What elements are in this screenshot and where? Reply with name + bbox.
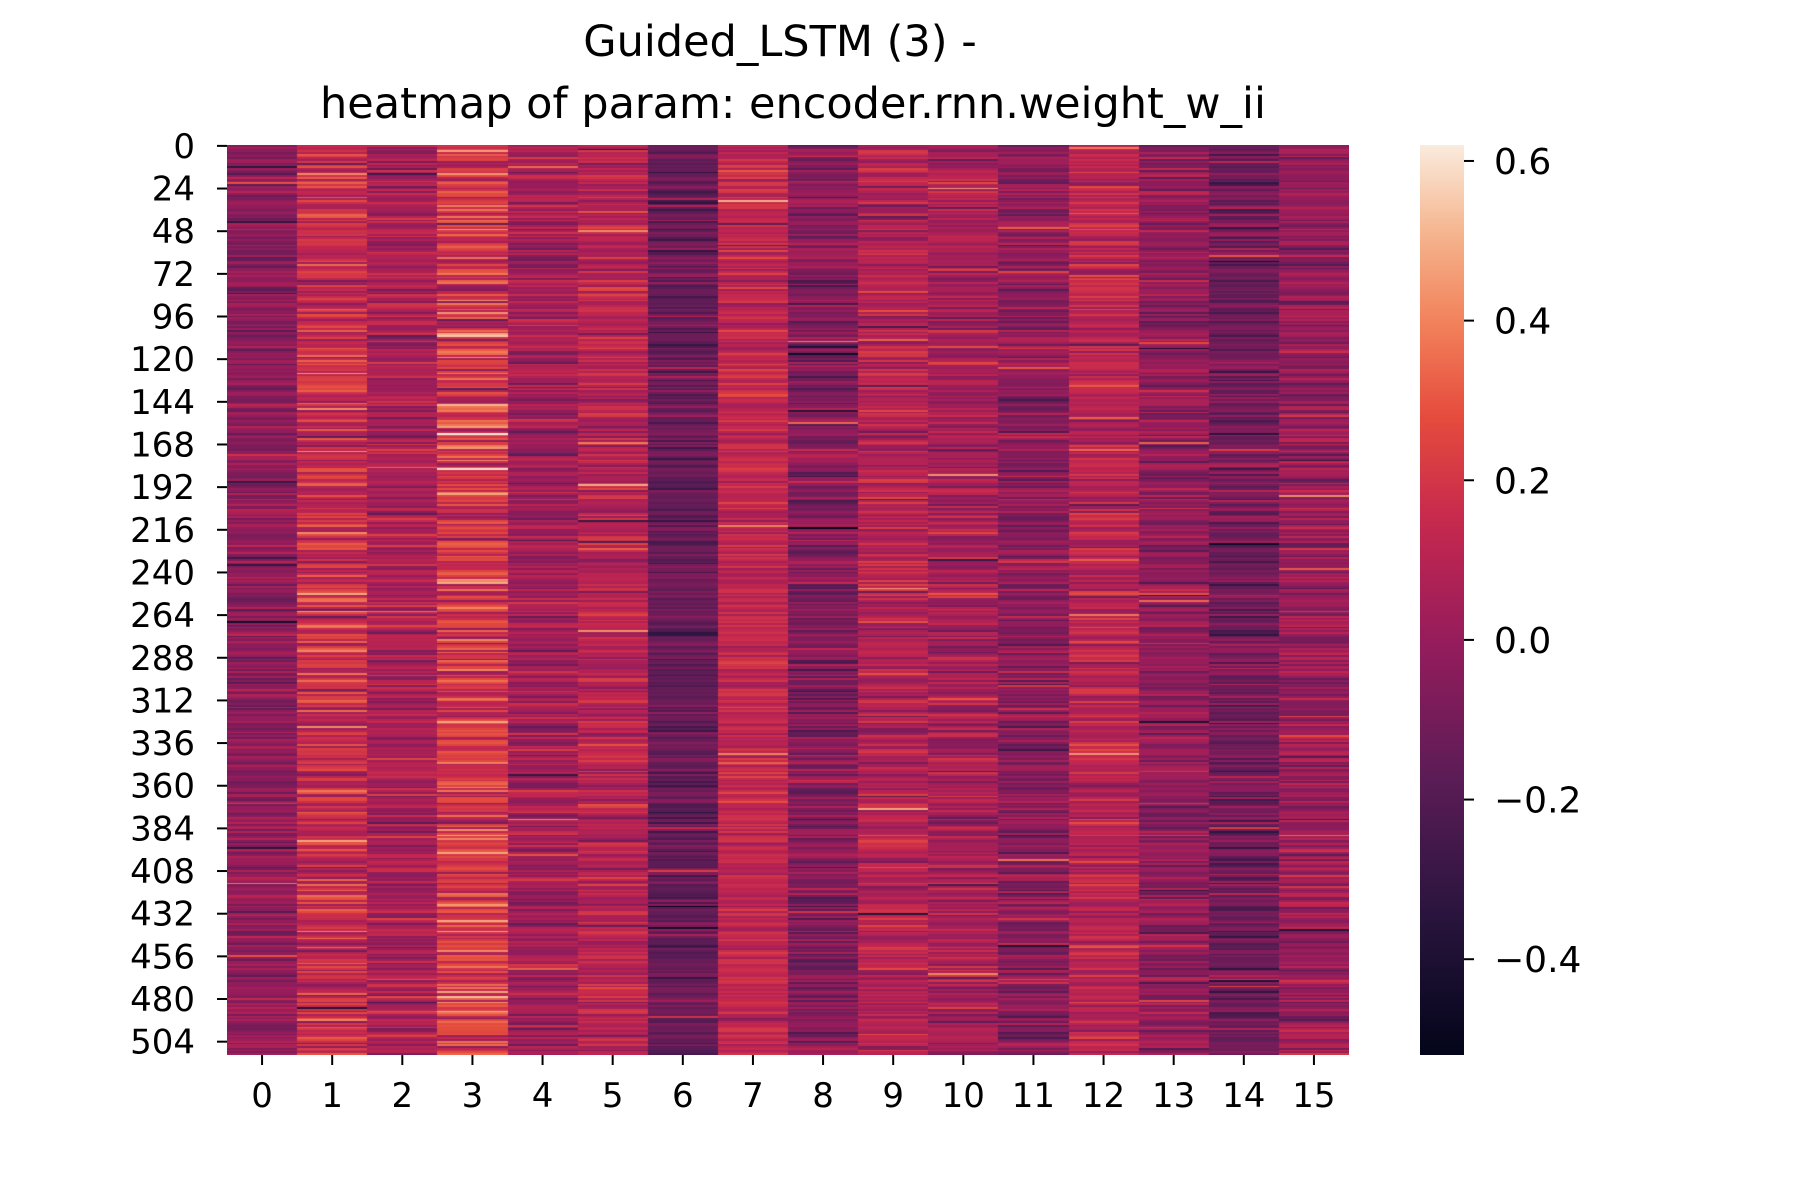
colorbar-tick-label: 0.4: [1494, 302, 1551, 343]
y-tick-label: 288: [130, 639, 195, 679]
y-tick-label: 456: [130, 937, 195, 977]
colorbar-tick-label: 0.6: [1494, 142, 1551, 183]
x-tick-label: 15: [1292, 1076, 1335, 1116]
y-tick-label: 504: [130, 1023, 195, 1063]
y-tick-label: 72: [152, 255, 195, 295]
y-tick-label: 216: [130, 511, 195, 551]
y-tick-label: 432: [130, 895, 195, 935]
x-tick-label: 7: [742, 1076, 764, 1116]
colorbar-tick-label: −0.2: [1494, 781, 1581, 822]
chart-title: Guided_LSTM (3) -: [583, 17, 976, 67]
y-tick-label: 144: [130, 383, 195, 423]
y-axis: 0244872961201441681922162402642883123363…: [130, 127, 227, 1063]
y-tick-label: 0: [173, 127, 195, 167]
colorbar-ticks: −0.4 −0.2 0.0 0.2 0.4 0.6: [1464, 142, 1581, 981]
y-tick-label: 480: [130, 980, 195, 1020]
x-axis: 0 1 2 3 4 5 6 7 8 9 10 11 12 13 14 15: [251, 1055, 1336, 1116]
y-tick-label: 312: [130, 681, 195, 721]
y-tick-label: 336: [130, 724, 195, 764]
y-tick-label: 264: [130, 596, 195, 636]
x-tick-label: 13: [1152, 1076, 1195, 1116]
x-tick-label: 2: [391, 1076, 413, 1116]
chart-subtitle: heatmap of param: encoder.rnn.weight_w_i…: [320, 79, 1266, 129]
y-tick-label: 48: [152, 212, 195, 252]
heatmap-cells: [227, 145, 1349, 1055]
x-tick-label: 5: [602, 1076, 624, 1116]
y-tick-label: 240: [130, 553, 195, 593]
colorbar-tick-label: 0.2: [1494, 461, 1551, 502]
x-tick-label: 3: [462, 1076, 484, 1116]
x-tick-label: 11: [1012, 1076, 1055, 1116]
y-tick-label: 408: [130, 852, 195, 892]
y-tick-label: 24: [152, 170, 195, 210]
x-tick-label: 0: [251, 1076, 273, 1116]
x-tick-label: 1: [321, 1076, 343, 1116]
x-tick-label: 4: [532, 1076, 554, 1116]
x-tick-label: 12: [1082, 1076, 1125, 1116]
heatmap-plot-area: [227, 145, 1349, 1055]
y-tick-label: 120: [130, 340, 195, 380]
x-tick-label: 8: [812, 1076, 834, 1116]
y-tick-label: 96: [152, 298, 195, 338]
y-tick-label: 384: [130, 809, 195, 849]
x-tick-label: 14: [1222, 1076, 1265, 1116]
x-tick-label: 6: [672, 1076, 694, 1116]
x-tick-label: 10: [942, 1076, 985, 1116]
y-tick-label: 192: [130, 468, 195, 508]
colorbar: −0.4 −0.2 0.0 0.2 0.4 0.6: [1420, 142, 1581, 1055]
colorbar-tick-label: −0.4: [1494, 940, 1581, 981]
colorbar-gradient: [1420, 145, 1464, 1055]
y-tick-label: 168: [130, 425, 195, 465]
colorbar-tick-label: 0.0: [1494, 621, 1551, 662]
x-tick-label: 9: [882, 1076, 904, 1116]
y-tick-label: 360: [130, 767, 195, 807]
